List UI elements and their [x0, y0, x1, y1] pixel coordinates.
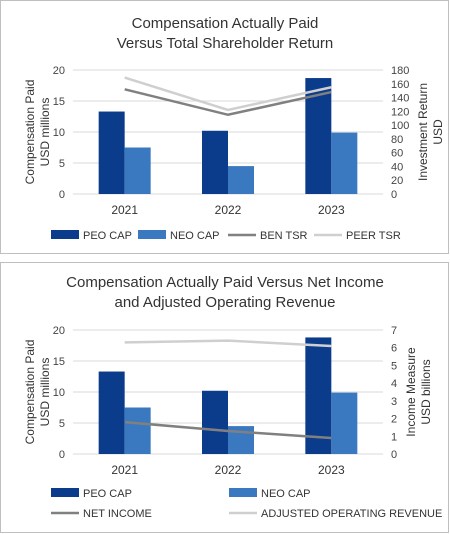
chart-panel-income: Compensation Actually Paid Versus Net In…	[0, 262, 449, 533]
x-tick-label: 2023	[318, 463, 345, 477]
bar-peo-cap	[98, 111, 125, 194]
legend-label: PEER TSR	[346, 230, 401, 242]
y2-tick-label: 3	[391, 396, 397, 408]
y2-tick-label: 1	[391, 431, 397, 443]
y2-tick-label: 20	[391, 175, 403, 187]
y-axis-title: USD millions	[38, 358, 52, 427]
legend-label: NET INCOME	[83, 508, 152, 520]
chart-panel-tsr: Compensation Actually Paid Versus Total S…	[0, 0, 449, 254]
legend-label: BEN TSR	[260, 230, 308, 242]
legend-swatch	[51, 488, 79, 497]
legend-swatch	[51, 230, 79, 239]
x-tick-label: 2021	[111, 203, 138, 217]
legend-label: ADJUSTED OPERATING REVENUE	[261, 508, 442, 520]
y-tick-label: 0	[59, 449, 65, 461]
bar-neo-cap	[124, 147, 151, 194]
y2-tick-label: 2	[391, 414, 397, 426]
y2-tick-label: 5	[391, 360, 397, 372]
chart-title: Compensation Actually Paid	[132, 15, 319, 32]
y2-tick-label: 7	[391, 325, 397, 337]
legend-swatch	[229, 488, 257, 497]
chart-title: Versus Total Shareholder Return	[117, 35, 334, 52]
y-tick-label: 10	[53, 387, 65, 399]
chart-income: Compensation Actually Paid Versus Net In…	[23, 274, 442, 520]
line-adjusted-operating-revenue	[124, 339, 332, 348]
y-tick-label: 5	[59, 418, 65, 430]
x-tick-label: 2022	[215, 463, 242, 477]
y-tick-label: 20	[53, 65, 65, 77]
y2-tick-label: 0	[391, 189, 397, 201]
y2-tick-label: 4	[391, 378, 397, 390]
y2-tick-label: 100	[391, 120, 409, 132]
y-tick-label: 15	[53, 96, 65, 108]
chart-tsr: Compensation Actually Paid Versus Total S…	[23, 15, 445, 242]
y2-tick-label: 140	[391, 93, 409, 105]
y2-tick-label: 0	[391, 449, 397, 461]
bar-neo-cap	[331, 392, 358, 454]
bar-peo-cap	[202, 390, 228, 454]
x-tick-label: 2022	[215, 203, 242, 217]
y-axis-title: Compensation Paid	[23, 340, 37, 445]
y-tick-label: 10	[53, 127, 65, 139]
y2-tick-label: 6	[391, 343, 397, 355]
y2-tick-label: 80	[391, 134, 403, 146]
y2-tick-label: 120	[391, 106, 409, 118]
y-axis-title: Compensation Paid	[23, 80, 37, 185]
y2-axis-title: USD billions	[419, 359, 433, 424]
bar-peo-cap	[305, 337, 332, 454]
y2-tick-label: 180	[391, 65, 409, 77]
line-ben-tsr	[124, 88, 332, 117]
bar-neo-cap	[228, 166, 254, 194]
legend-label: PEO CAP	[83, 488, 132, 500]
y-axis-title: USD millions	[38, 98, 52, 167]
x-tick-label: 2021	[111, 463, 138, 477]
legend-swatch	[138, 230, 166, 239]
bar-peo-cap	[98, 371, 125, 454]
chart-title: Compensation Actually Paid Versus Net In…	[66, 274, 384, 291]
y-tick-label: 5	[59, 158, 65, 170]
bar-neo-cap	[124, 407, 151, 454]
line-peer-tsr	[124, 76, 332, 112]
y2-tick-label: 40	[391, 161, 403, 173]
y2-axis-title: USD	[431, 119, 445, 145]
y2-axis-title: Income Measure	[404, 347, 418, 437]
x-tick-label: 2023	[318, 203, 345, 217]
legend-label: PEO CAP	[83, 230, 132, 242]
y2-axis-title: Investment Return	[416, 83, 430, 181]
legend-label: NEO CAP	[261, 488, 311, 500]
legend-label: NEO CAP	[170, 230, 220, 242]
y2-tick-label: 60	[391, 148, 403, 160]
bar-neo-cap	[331, 132, 358, 194]
y2-tick-label: 160	[391, 79, 409, 91]
bar-peo-cap	[202, 130, 228, 194]
line-net-income	[124, 420, 332, 440]
y-tick-label: 0	[59, 189, 65, 201]
y-tick-label: 15	[53, 356, 65, 368]
chart-title: and Adjusted Operating Revenue	[115, 294, 336, 311]
y-tick-label: 20	[53, 325, 65, 337]
